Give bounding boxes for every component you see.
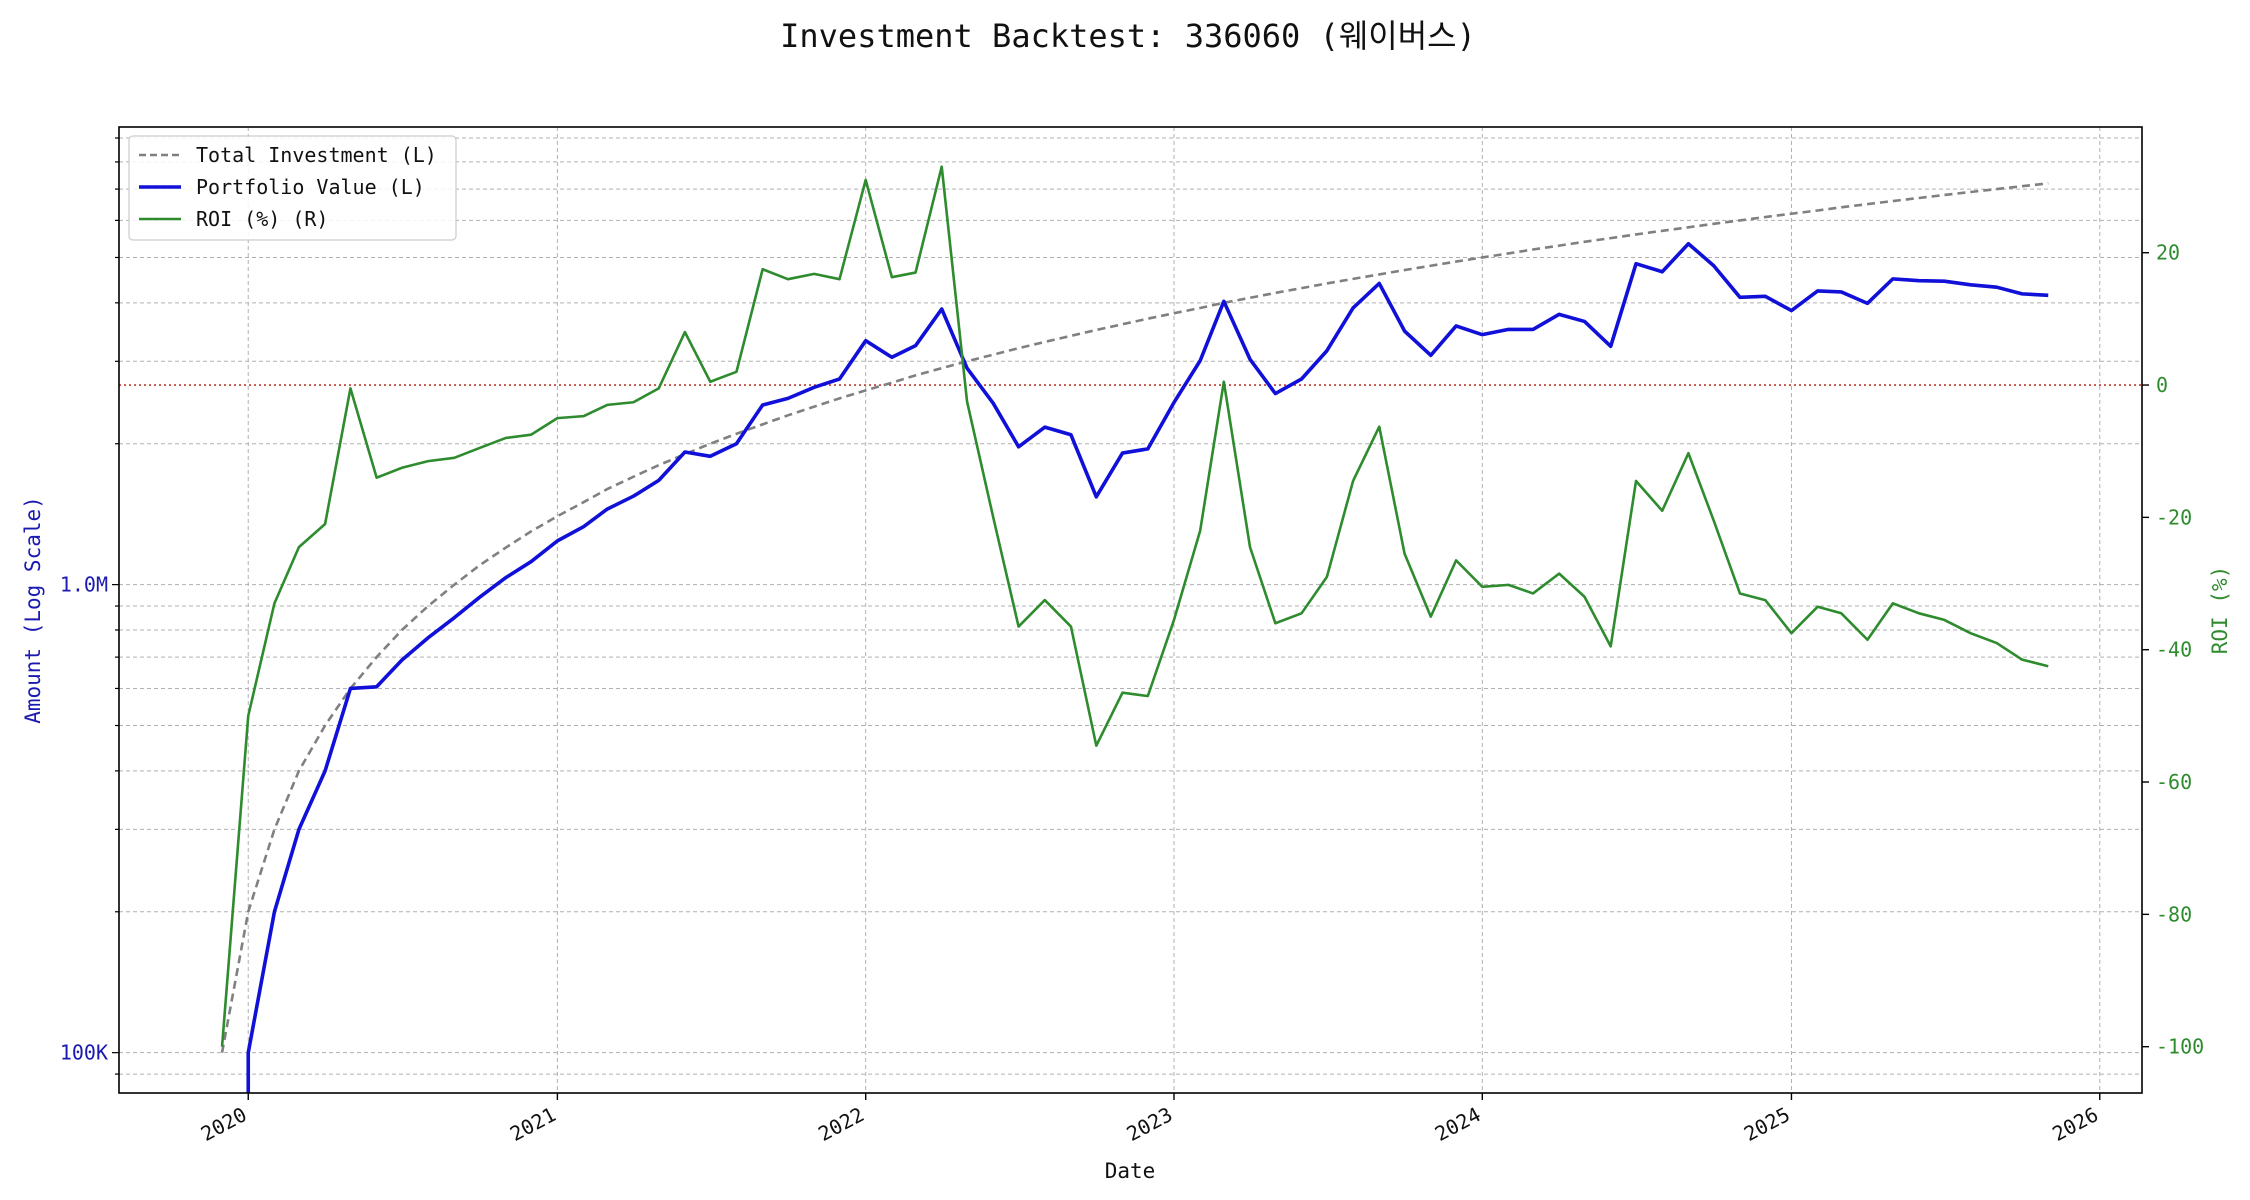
right-tick-label: -20 <box>2156 505 2192 529</box>
left-tick-label: 1.0M <box>60 573 108 597</box>
chart-title: Investment Backtest: 336060 (웨이버스) <box>780 17 1476 55</box>
left-tick-label: 100K <box>60 1041 108 1065</box>
x-axis-label: Date <box>1105 1159 1156 1183</box>
plot-area-frame <box>118 126 2143 1094</box>
legend-label-total-investment: Total Investment (L) <box>196 143 437 167</box>
right-tick-label: 20 <box>2156 241 2180 265</box>
left-axis-label: Amount (Log Scale) <box>21 496 45 724</box>
right-tick-label: 0 <box>2156 373 2168 397</box>
series-total-investment-line <box>220 182 2049 1053</box>
right-tick-label: -100 <box>2156 1035 2204 1059</box>
grid-lines <box>119 127 2142 1093</box>
right-tick-label: -80 <box>2156 902 2192 926</box>
legend: Total Investment (L) Portfolio Value (L)… <box>128 135 457 241</box>
left-axis-ticks: 100K 1.0M <box>60 137 119 1075</box>
legend-label-portfolio-value: Portfolio Value (L) <box>196 175 425 199</box>
right-axis-ticks: 20 0 -20 -40 -60 -80 -100 <box>2142 241 2204 1059</box>
series-layer <box>220 165 2049 1093</box>
series-portfolio-value-line <box>246 241 2049 1093</box>
right-tick-label: -60 <box>2156 770 2192 794</box>
legend-box <box>128 135 457 241</box>
legend-label-roi: ROI (%) (R) <box>196 207 328 231</box>
right-tick-label: -40 <box>2156 638 2192 662</box>
series-roi-line <box>220 165 2049 1047</box>
right-axis-label: ROI (%) <box>2208 566 2232 655</box>
